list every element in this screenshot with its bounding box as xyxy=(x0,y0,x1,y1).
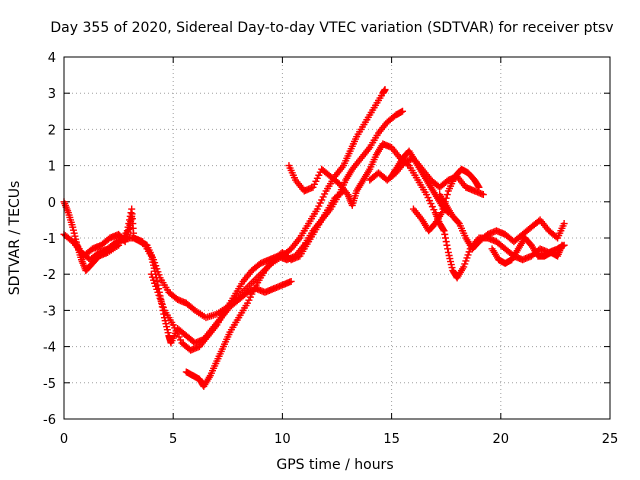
series-track-g xyxy=(409,165,483,235)
y-axis-label: SDTVAR / TECUs xyxy=(7,181,23,296)
series-track-j xyxy=(71,212,136,260)
plot-frame xyxy=(63,56,611,420)
y-tick-label: 3 xyxy=(48,87,56,102)
series-track-a xyxy=(60,86,389,322)
data-point-marker xyxy=(443,191,451,199)
data-point-marker xyxy=(454,218,462,226)
series-track-d xyxy=(182,187,348,390)
data-point-marker xyxy=(443,241,451,249)
x-axis-label: GPS time / hours xyxy=(276,457,393,473)
y-tick-label: 0 xyxy=(48,196,56,211)
series-track-k xyxy=(388,147,452,217)
y-tick-label: -2 xyxy=(43,268,56,283)
y-tick-label: 2 xyxy=(48,123,56,138)
data-point-marker xyxy=(399,107,407,115)
x-tick-label: 10 xyxy=(274,432,291,447)
x-tick-label: 25 xyxy=(602,432,619,447)
data-point-marker xyxy=(474,182,482,190)
data-point-marker xyxy=(479,191,487,199)
data-point-marker xyxy=(558,241,566,249)
x-tick-label: 5 xyxy=(169,432,177,447)
y-tick-label: -1 xyxy=(43,232,56,247)
data-marks xyxy=(60,86,568,390)
chart-title: Day 355 of 2020, Sidereal Day-to-day VTE… xyxy=(50,20,613,36)
data-point-marker xyxy=(128,212,136,220)
data-point-marker xyxy=(440,227,448,235)
x-tick-label: 20 xyxy=(493,432,510,447)
data-point-marker xyxy=(444,245,452,253)
series-track-c xyxy=(147,107,407,354)
data-point-marker xyxy=(381,86,389,94)
data-point-marker xyxy=(475,183,483,191)
data-point-marker xyxy=(287,277,295,285)
x-tick-label: 0 xyxy=(60,432,68,447)
y-tick-label: -3 xyxy=(43,304,56,319)
data-point-marker xyxy=(560,220,568,228)
y-tick-label: -4 xyxy=(43,341,56,356)
data-point-marker xyxy=(438,209,446,217)
x-tick-label: 15 xyxy=(383,432,400,447)
y-tick-label: 1 xyxy=(48,160,56,175)
data-point-marker xyxy=(443,207,451,215)
y-tick-label: -6 xyxy=(43,413,56,428)
series-track-i xyxy=(488,234,566,267)
data-point-marker xyxy=(444,209,452,217)
data-point-marker xyxy=(442,238,450,246)
y-tick-label: 4 xyxy=(48,51,56,66)
y-tick-label: -5 xyxy=(43,377,56,392)
data-point-marker xyxy=(441,234,449,242)
data-point-marker xyxy=(439,226,447,234)
data-point-marker xyxy=(441,230,449,238)
